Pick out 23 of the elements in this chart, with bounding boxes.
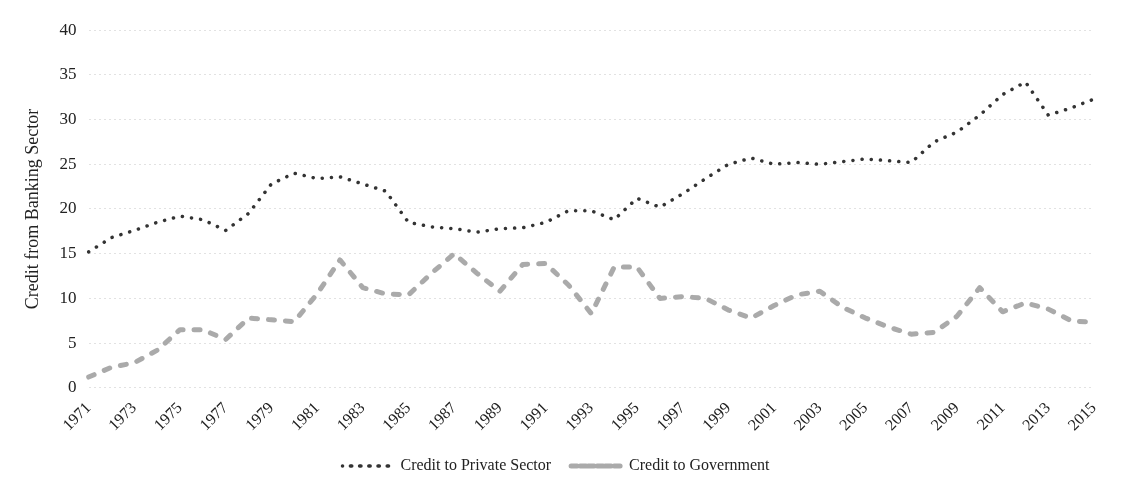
x-tick-label: 1993 bbox=[561, 398, 597, 434]
y-tick-label: 30 bbox=[59, 109, 77, 129]
x-tick-label: 1973 bbox=[104, 398, 140, 434]
x-tick-label: 2011 bbox=[973, 398, 1008, 433]
y-axis-title: Credit from Banking Sector bbox=[21, 108, 42, 310]
y-tick-label: 15 bbox=[59, 243, 77, 263]
x-tick-label: 1983 bbox=[333, 398, 368, 434]
y-tick-label: 40 bbox=[59, 19, 77, 39]
y-tick-label: 5 bbox=[68, 332, 77, 352]
x-tick-label: 1971 bbox=[59, 398, 94, 434]
x-tick-label: 1979 bbox=[241, 398, 277, 434]
x-tick-label: 1999 bbox=[698, 398, 734, 434]
x-tick-label: 1991 bbox=[516, 398, 551, 434]
line-series bbox=[86, 80, 1096, 254]
y-tick-label: 35 bbox=[59, 64, 77, 84]
y-tick-label: 0 bbox=[68, 377, 77, 397]
legend-label: Credit to Government bbox=[629, 456, 771, 474]
y-tick-label: 20 bbox=[59, 198, 77, 218]
x-tick-label: 1981 bbox=[287, 398, 323, 434]
y-tick-label: 10 bbox=[59, 287, 77, 307]
y-tick-label: 25 bbox=[59, 153, 77, 173]
legend-label: Credit to Private Sector bbox=[400, 456, 552, 474]
x-tick-label: 1989 bbox=[470, 398, 505, 434]
